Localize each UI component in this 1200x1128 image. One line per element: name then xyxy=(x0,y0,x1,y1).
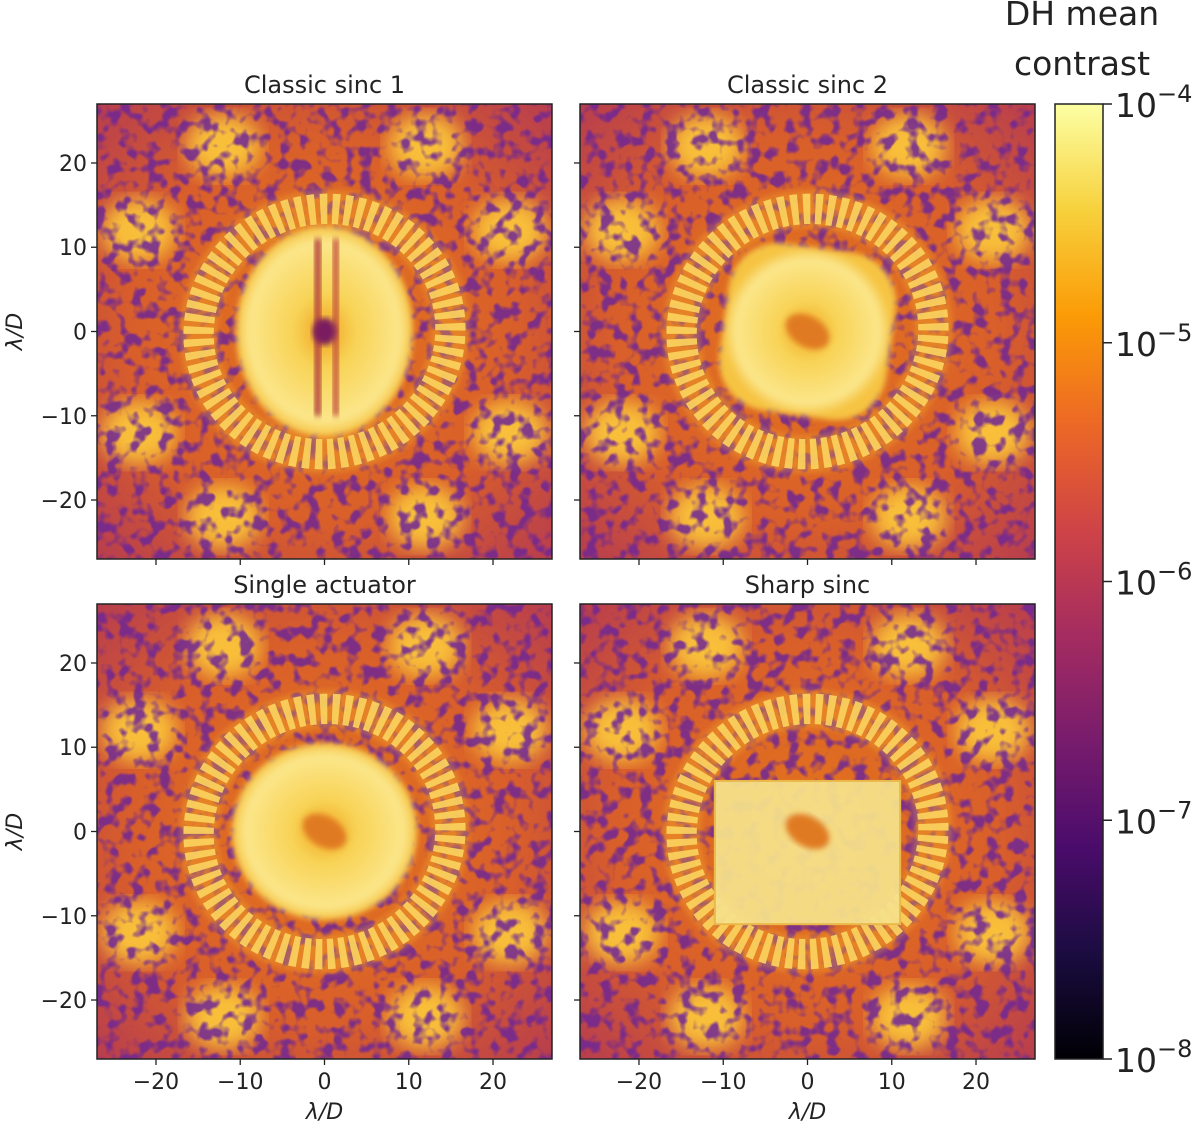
x-tick-label: −20 xyxy=(616,1070,662,1095)
heatmap-image xyxy=(580,604,1035,1059)
y-tick-label: 0 xyxy=(73,321,87,346)
colorbar-ticks: 10−4 10−5 10−6 10−7 10−8 xyxy=(1103,80,1192,1080)
colorbar-tick-label: 10−4 xyxy=(1115,80,1192,125)
y-tick-label: −20 xyxy=(41,989,87,1014)
y-tick-label: −20 xyxy=(41,489,87,514)
x-tick-label: −10 xyxy=(217,1070,263,1095)
colorbar-tick-label: 10−8 xyxy=(1115,1035,1192,1080)
y-tick-label: 20 xyxy=(59,152,87,177)
colorbar: 10−4 10−5 10−6 10−7 10−8 DH mean contrast xyxy=(1005,0,1193,1080)
x-tick-label: 10 xyxy=(878,1070,906,1095)
x-tick-label: 20 xyxy=(479,1070,507,1095)
colorbar-tick-label: 10−5 xyxy=(1115,319,1192,364)
x-tick-label: −10 xyxy=(700,1070,746,1095)
panel-title: Classic sinc 1 xyxy=(244,71,405,99)
y-tick-label: 20 xyxy=(59,652,87,677)
panel-4: Sharp sinc −20 −10 0 10 20 λ/D xyxy=(574,571,1036,1125)
colorbar-tick-label: 10−7 xyxy=(1115,796,1192,841)
colorbar-gradient xyxy=(1054,103,1104,1060)
x-tick-label: 0 xyxy=(318,1070,332,1095)
heatmap-image xyxy=(97,604,552,1059)
colorbar-tick-label: 10−6 xyxy=(1115,558,1192,603)
panel-2: Classic sinc 2 xyxy=(574,71,1036,565)
panel-1: Classic sinc 1 −20 −10 0 10 20 λ/D xyxy=(3,71,553,565)
x-tick-label: 10 xyxy=(395,1070,423,1095)
y-axis-label: λ/D xyxy=(3,813,28,851)
heatmap-image xyxy=(97,104,552,559)
heatmap-image xyxy=(580,104,1035,559)
x-tick-label: −20 xyxy=(133,1070,179,1095)
x-tick-label: 20 xyxy=(962,1070,990,1095)
y-tick-label: 10 xyxy=(59,236,87,261)
panel-title: Classic sinc 2 xyxy=(727,71,888,99)
y-tick-label: −10 xyxy=(41,405,87,430)
x-axis-label: λ/D xyxy=(788,1100,826,1125)
x-tick-label: 0 xyxy=(801,1070,815,1095)
panel-title: Single actuator xyxy=(233,571,416,599)
y-tick-label: 10 xyxy=(59,736,87,761)
y-tick-label: 0 xyxy=(73,821,87,846)
y-axis-label: λ/D xyxy=(3,313,28,351)
y-tick-label: −10 xyxy=(41,905,87,930)
colorbar-title-line1: DH mean xyxy=(1005,0,1159,33)
colorbar-title-line2: contrast xyxy=(1014,44,1150,83)
panel-title: Sharp sinc xyxy=(745,571,870,599)
x-axis-label: λ/D xyxy=(305,1100,343,1125)
panel-3: Single actuator −20 −10 0 10 20 −20 −10 0 10 20 λ/D… xyxy=(3,571,553,1125)
